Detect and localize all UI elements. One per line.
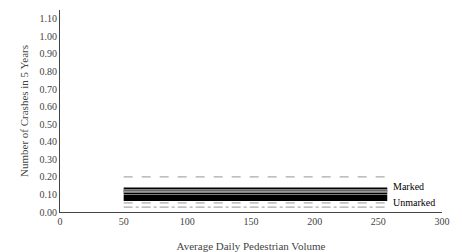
- svg-text:250: 250: [371, 216, 386, 227]
- svg-text:Average Daily Pedestrian Volum: Average Daily Pedestrian Volume: [177, 240, 326, 252]
- svg-text:1.10: 1.10: [40, 13, 58, 24]
- svg-text:0.40: 0.40: [40, 136, 58, 147]
- svg-text:300: 300: [435, 216, 450, 227]
- svg-text:Marked: Marked: [393, 181, 424, 192]
- svg-text:0.80: 0.80: [40, 66, 58, 77]
- svg-text:0.90: 0.90: [40, 48, 58, 59]
- svg-text:0.70: 0.70: [40, 84, 58, 95]
- svg-text:0.60: 0.60: [40, 101, 58, 112]
- svg-text:1.00: 1.00: [40, 31, 58, 42]
- svg-text:0.50: 0.50: [40, 119, 58, 130]
- svg-text:0.30: 0.30: [40, 154, 58, 165]
- svg-text:0.10: 0.10: [40, 189, 58, 200]
- svg-text:0: 0: [58, 216, 63, 227]
- svg-text:0.20: 0.20: [40, 171, 58, 182]
- svg-text:Unmarked: Unmarked: [393, 197, 435, 208]
- svg-text:0.00: 0.00: [40, 207, 58, 218]
- svg-text:Number of Crashes in 5 Years: Number of Crashes in 5 Years: [18, 45, 30, 177]
- svg-text:150: 150: [244, 216, 259, 227]
- svg-text:50: 50: [119, 216, 129, 227]
- svg-text:200: 200: [307, 216, 322, 227]
- svg-text:100: 100: [180, 216, 195, 227]
